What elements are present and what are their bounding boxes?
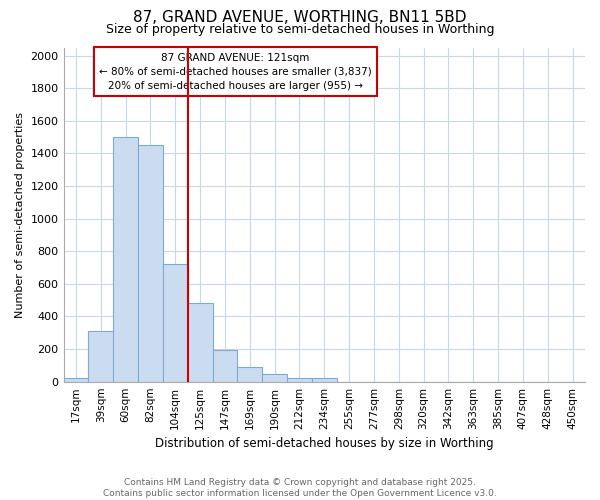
Bar: [188, 304, 212, 382]
Bar: [163, 264, 188, 382]
Bar: [138, 146, 163, 382]
Text: Contains HM Land Registry data © Crown copyright and database right 2025.
Contai: Contains HM Land Registry data © Crown c…: [103, 478, 497, 498]
Bar: [312, 378, 337, 382]
Bar: [113, 137, 138, 382]
Bar: [212, 350, 238, 382]
Text: Size of property relative to semi-detached houses in Worthing: Size of property relative to semi-detach…: [106, 22, 494, 36]
Bar: [88, 331, 113, 382]
Bar: [64, 378, 88, 382]
Bar: [262, 374, 287, 382]
Bar: [238, 367, 262, 382]
Text: 87 GRAND AVENUE: 121sqm
← 80% of semi-detached houses are smaller (3,837)
20% of: 87 GRAND AVENUE: 121sqm ← 80% of semi-de…: [99, 52, 372, 90]
X-axis label: Distribution of semi-detached houses by size in Worthing: Distribution of semi-detached houses by …: [155, 437, 494, 450]
Text: 87, GRAND AVENUE, WORTHING, BN11 5BD: 87, GRAND AVENUE, WORTHING, BN11 5BD: [133, 10, 467, 25]
Y-axis label: Number of semi-detached properties: Number of semi-detached properties: [15, 112, 25, 318]
Bar: [287, 378, 312, 382]
